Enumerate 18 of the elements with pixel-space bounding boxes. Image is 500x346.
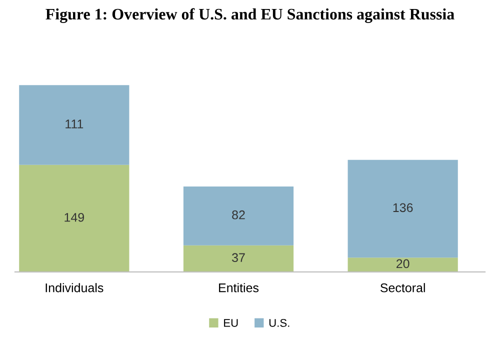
bar [183, 245, 294, 272]
data-label: 82 [232, 210, 245, 220]
x-tick-label: Individuals [46, 283, 104, 292]
bar [348, 160, 458, 258]
data-label: 20 [396, 259, 410, 268]
data-label: 149 [64, 212, 84, 222]
data-label: 136 [393, 203, 413, 212]
chart-title: Figure 1: Overview of U.S. and EU Sanctions against Russia [46, 8, 454, 23]
legend-label: U.S. [269, 319, 290, 327]
bar [348, 258, 458, 272]
bar [19, 164, 130, 272]
bar [183, 186, 294, 246]
data-label: 37 [232, 253, 245, 262]
legend-label: EU [224, 319, 238, 327]
data-label: 111 [66, 120, 84, 128]
bar [19, 85, 130, 165]
x-tick-label: Entities [219, 283, 259, 292]
x-tick-label: Sectoral [380, 283, 425, 292]
